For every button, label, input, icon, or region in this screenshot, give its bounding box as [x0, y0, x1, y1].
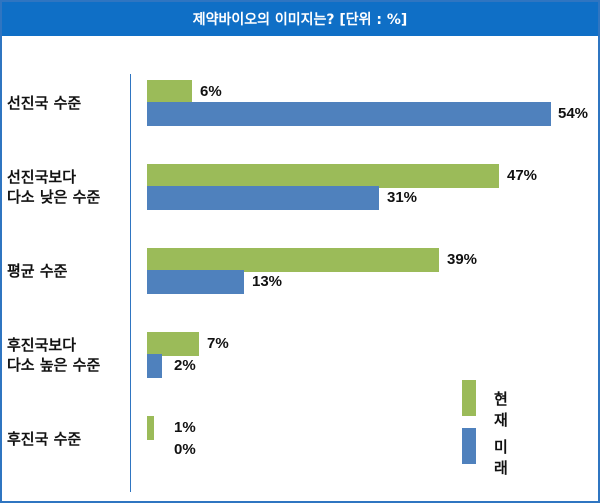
- bar-future: [147, 186, 379, 210]
- bar-current: [147, 164, 499, 188]
- category-axis-line: [130, 74, 131, 492]
- bar-future: [147, 354, 162, 378]
- legend-swatch-future: [462, 428, 476, 464]
- data-label: 1%: [174, 419, 196, 436]
- data-label: 7%: [207, 335, 229, 352]
- data-label: 54%: [558, 105, 589, 122]
- bar-current: [147, 416, 154, 440]
- data-label: 13%: [252, 273, 283, 290]
- legend-swatch-current: [462, 380, 476, 416]
- category-label: 후진국 수준: [7, 429, 129, 449]
- category-label-line: 선진국 수준: [7, 94, 82, 112]
- data-label: 6%: [200, 83, 222, 100]
- data-label: 39%: [447, 251, 478, 268]
- bar-current: [147, 332, 199, 356]
- category-label-line: 선진국보다: [7, 168, 77, 186]
- category-label-line: 다소 높은 수준: [7, 356, 101, 374]
- bar-future: [147, 270, 244, 294]
- category-label-line: 평균 수준: [7, 262, 68, 280]
- category-label: 평균 수준: [7, 261, 129, 281]
- legend-label: 현재: [494, 390, 508, 429]
- chart-title: 제약바이오의 이미지는? [단위 : %]: [2, 2, 598, 36]
- bar-future: [147, 102, 551, 126]
- category-label-line: 다소 낮은 수준: [7, 188, 101, 206]
- bar-current: [147, 80, 192, 104]
- category-label-line: 후진국보다: [7, 336, 77, 354]
- category-label-line: 후진국 수준: [7, 430, 82, 448]
- category-label: 선진국 수준: [7, 93, 129, 113]
- data-label: 2%: [174, 357, 196, 374]
- data-label: 47%: [507, 167, 538, 184]
- data-label: 0%: [174, 441, 196, 458]
- data-label: 31%: [387, 189, 418, 206]
- legend-label: 미래: [494, 438, 508, 477]
- bar-current: [147, 248, 439, 272]
